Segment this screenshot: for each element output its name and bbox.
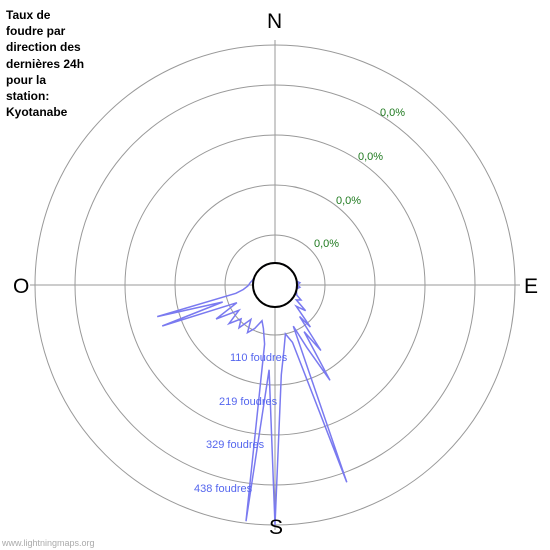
ring-count-label-3: 438 foudres bbox=[194, 483, 252, 495]
cardinal-o: O bbox=[13, 275, 29, 299]
cardinal-s: S bbox=[269, 516, 283, 540]
ring-count-label-0: 110 foudres bbox=[230, 352, 287, 364]
ring-pct-label-3: 0,0% bbox=[314, 238, 339, 250]
attribution-footer: www.lightningmaps.org bbox=[2, 538, 95, 548]
chart-title: Taux de foudre par direction des dernièr… bbox=[6, 7, 84, 120]
ring-pct-label-0: 0,0% bbox=[380, 107, 405, 119]
cardinal-n: N bbox=[267, 10, 282, 34]
ring-pct-label-2: 0,0% bbox=[336, 195, 361, 207]
cardinal-e: E bbox=[524, 275, 538, 299]
ring-pct-label-1: 0,0% bbox=[358, 151, 383, 163]
ring-count-label-2: 329 foudres bbox=[206, 439, 264, 451]
ring-count-label-1: 219 foudres bbox=[219, 396, 277, 408]
